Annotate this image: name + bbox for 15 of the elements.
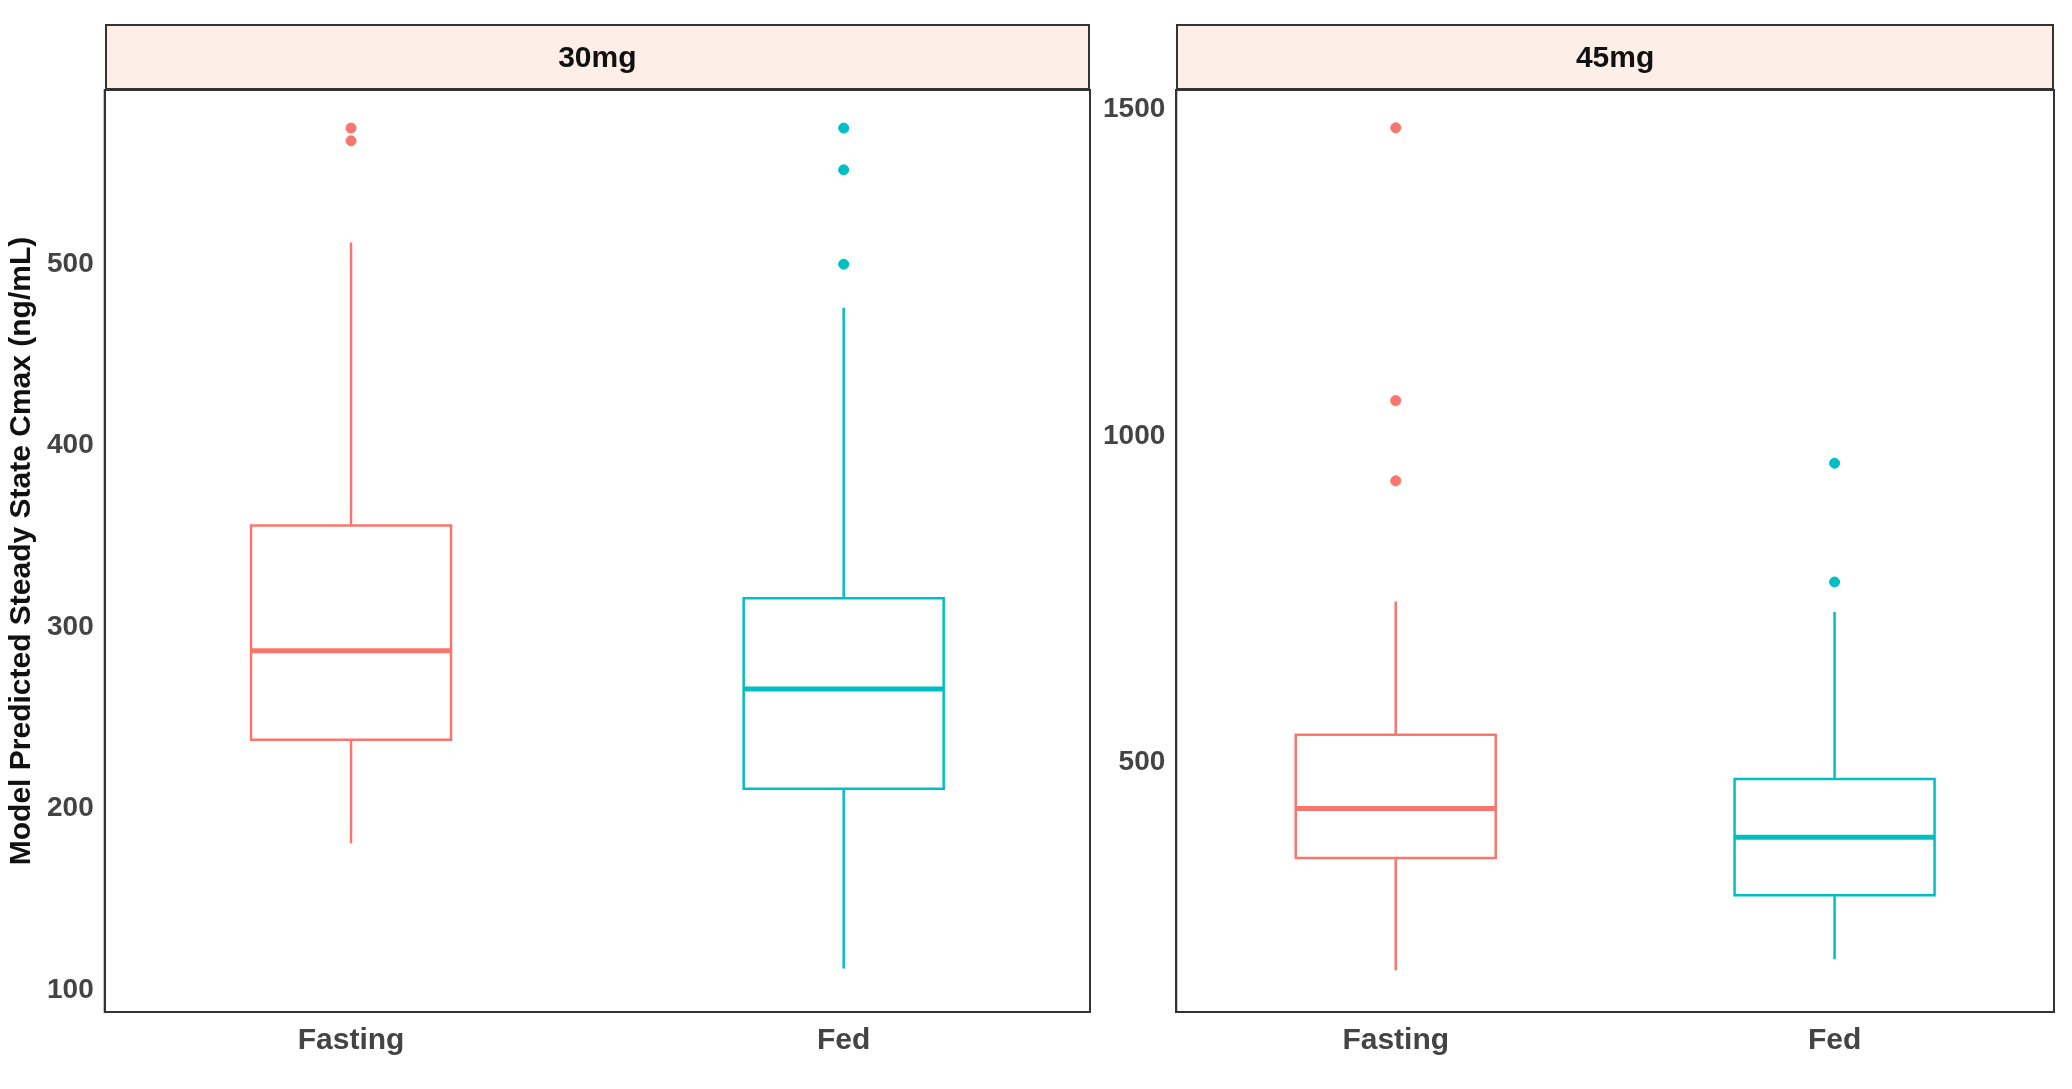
x-tick-label: Fed [817,1022,871,1056]
y-axis-title: Model Predicted Steady State Cmax (ng/mL) [3,236,37,866]
y-tick-label: 300 [47,609,94,641]
y-tick-label: 100 [47,972,94,1004]
x-tick-label: Fasting [1342,1022,1450,1056]
chart-title: 30mg [104,24,1090,90]
y-tick-label: 500 [1118,744,1166,776]
y-tick-label: 200 [47,791,94,823]
y-tick-label: 400 [47,428,94,460]
x-tick-label: Fed [1807,1022,1862,1056]
x-tick-label: Fasting [297,1022,405,1056]
y-tick-label: 1500 [1102,92,1166,124]
y-tick-label: 500 [47,246,94,278]
y-tick-label: 1000 [1102,418,1166,450]
chart-title: 45mg [1176,24,2054,90]
